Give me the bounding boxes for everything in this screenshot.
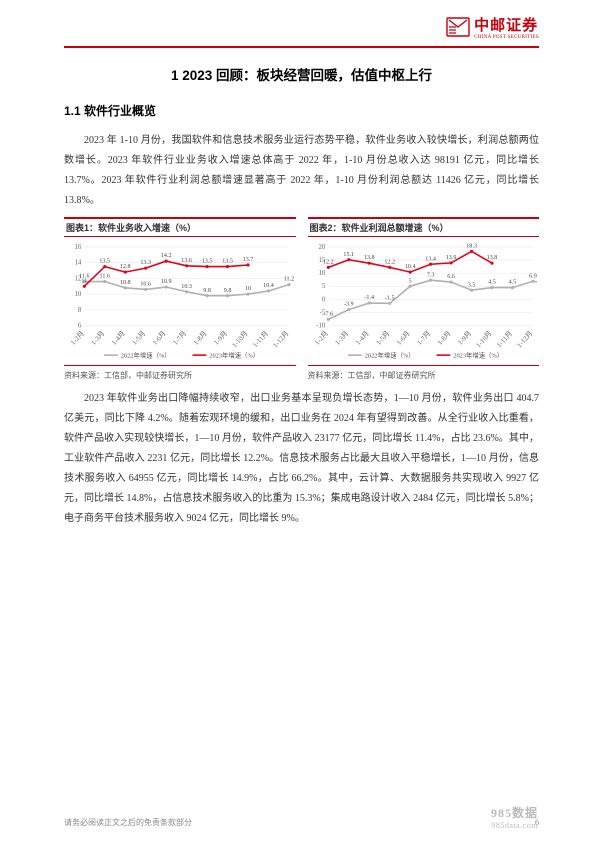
svg-text:13.3: 13.3 [140, 260, 151, 266]
svg-text:1-7月: 1-7月 [415, 329, 432, 346]
svg-text:1-2月: 1-2月 [69, 329, 86, 346]
svg-text:1-5月: 1-5月 [131, 329, 148, 346]
svg-text:10: 10 [74, 291, 81, 298]
svg-text:1-10月: 1-10月 [231, 329, 250, 349]
logo-text-cn: 中邮证券 [474, 14, 539, 35]
svg-text:11.2: 11.2 [284, 277, 294, 283]
svg-text:6: 6 [78, 323, 82, 330]
svg-text:1-10月: 1-10月 [474, 329, 493, 349]
svg-text:15.1: 15.1 [343, 252, 354, 258]
svg-text:10.8: 10.8 [120, 280, 131, 286]
svg-text:20: 20 [318, 244, 325, 251]
svg-text:2023年增速（%）: 2023年增速（%） [209, 351, 259, 360]
svg-text:13.5: 13.5 [222, 259, 233, 265]
charts-row: 图表1：软件业务收入增速（%） 68101214161-2月1-3月1-4月1-… [64, 217, 539, 381]
svg-text:13.4: 13.4 [425, 256, 436, 262]
svg-text:1-3月: 1-3月 [90, 329, 107, 346]
svg-text:10: 10 [245, 286, 251, 292]
svg-text:2023年增速（%）: 2023年增速（%） [453, 351, 503, 360]
chart-2-svg: -10-5051015201-2月1-3月1-4月1-5月1-6月1-7月1-8… [310, 241, 538, 363]
chart-2-title: 图表2：软件业利润总额增速（%） [308, 217, 540, 237]
svg-text:4.5: 4.5 [488, 280, 496, 286]
svg-text:12.2: 12.2 [384, 259, 395, 265]
paragraph-2: 2023 年软件业务出口降幅持续收窄，出口业务基本呈现负增长态势，1—10 月份… [64, 389, 539, 529]
page-content: 1 2023 回顾：板块经营回暖，估值中枢上行 1.1 软件行业概览 2023 … [64, 64, 539, 792]
svg-text:-3.9: -3.9 [343, 302, 353, 308]
svg-text:13.5: 13.5 [99, 259, 110, 265]
header-logo: 中邮证券 CHINA POST SECURITIES [446, 14, 539, 40]
svg-text:1-11月: 1-11月 [495, 329, 514, 349]
chart-2-source: 资料来源：工信部，中邮证券研究所 [308, 365, 540, 381]
svg-text:10.4: 10.4 [404, 264, 415, 270]
header-rule [64, 46, 539, 48]
svg-text:13.9: 13.9 [445, 255, 456, 261]
watermark: 985数据 985data.com [491, 804, 538, 830]
svg-text:5: 5 [321, 283, 325, 290]
svg-text:10.9: 10.9 [161, 279, 172, 285]
logo-icon [446, 16, 470, 38]
page-footer: 请务必阅读正文之后的免责条款部分 6 [64, 817, 539, 828]
subsection-title: 1.1 软件行业概览 [64, 102, 539, 119]
svg-text:11.6: 11.6 [100, 274, 110, 280]
svg-text:10: 10 [318, 270, 325, 277]
svg-text:12.2: 12.2 [322, 259, 333, 265]
svg-text:9.8: 9.8 [224, 288, 232, 294]
svg-text:1-12月: 1-12月 [271, 329, 290, 349]
svg-text:6.6: 6.6 [447, 274, 455, 280]
chart-1-title: 图表1：软件业务收入增速（%） [64, 217, 296, 237]
svg-text:-1.5: -1.5 [384, 295, 394, 301]
section-title: 1 2023 回顾：板块经营回暖，估值中枢上行 [64, 64, 539, 84]
chart-1: 图表1：软件业务收入增速（%） 68101214161-2月1-3月1-4月1-… [64, 217, 296, 381]
svg-text:1-5月: 1-5月 [374, 329, 391, 346]
svg-text:1-3月: 1-3月 [333, 329, 350, 346]
paragraph-1: 2023 年 1-10 月份，我国软件和信息技术服务业运行态势平稳，软件业务收入… [64, 131, 539, 211]
svg-text:1-6月: 1-6月 [394, 329, 411, 346]
svg-text:1-2月: 1-2月 [313, 329, 330, 346]
svg-text:-10: -10 [316, 323, 326, 330]
svg-text:-1.4: -1.4 [364, 295, 374, 301]
svg-text:9.8: 9.8 [203, 288, 211, 294]
svg-text:3.5: 3.5 [467, 282, 475, 288]
chart-1-source: 资料来源：工信部，中邮证券研究所 [64, 365, 296, 381]
logo-text-en: CHINA POST SECURITIES [474, 35, 539, 40]
svg-text:13.7: 13.7 [243, 257, 254, 263]
chart-2: 图表2：软件业利润总额增速（%） -10-5051015201-2月1-3月1-… [308, 217, 540, 381]
svg-text:13.8: 13.8 [486, 255, 497, 261]
svg-text:13.8: 13.8 [363, 255, 374, 261]
svg-text:10.6: 10.6 [140, 281, 151, 287]
watermark-main: 985数据 [491, 806, 538, 820]
svg-text:13.5: 13.5 [202, 259, 213, 265]
svg-text:-7.6: -7.6 [323, 311, 333, 317]
svg-text:1-6月: 1-6月 [151, 329, 168, 346]
svg-text:2022年增速（%）: 2022年增速（%） [121, 351, 171, 360]
svg-text:7.3: 7.3 [426, 272, 434, 278]
svg-text:11: 11 [81, 278, 87, 284]
svg-text:10.3: 10.3 [181, 284, 192, 290]
svg-text:1-12月: 1-12月 [515, 329, 534, 349]
svg-text:1-4月: 1-4月 [354, 329, 371, 346]
footer-disclaimer: 请务必阅读正文之后的免责条款部分 [64, 817, 192, 828]
svg-text:1-11月: 1-11月 [251, 329, 270, 349]
svg-text:1-4月: 1-4月 [110, 329, 127, 346]
svg-text:8: 8 [78, 307, 82, 314]
svg-text:1-7月: 1-7月 [171, 329, 188, 346]
svg-text:10.4: 10.4 [263, 283, 274, 289]
watermark-sub: 985data.com [491, 821, 538, 830]
svg-text:18.3: 18.3 [466, 243, 477, 249]
svg-text:0: 0 [321, 296, 325, 303]
svg-text:16: 16 [74, 244, 81, 251]
svg-text:1-9月: 1-9月 [212, 329, 229, 346]
svg-text:1-8月: 1-8月 [192, 329, 209, 346]
svg-text:14: 14 [74, 260, 81, 267]
chart-1-svg: 68101214161-2月1-3月1-4月1-5月1-6月1-7月1-8月1-… [66, 241, 294, 363]
svg-text:5: 5 [408, 278, 411, 284]
svg-text:13.6: 13.6 [181, 258, 192, 264]
svg-text:4.5: 4.5 [508, 280, 516, 286]
svg-text:6.9: 6.9 [529, 273, 537, 279]
svg-text:14.2: 14.2 [161, 253, 172, 259]
svg-text:1-9月: 1-9月 [456, 329, 473, 346]
svg-text:2022年增速（%）: 2022年增速（%） [364, 351, 414, 360]
svg-text:12.8: 12.8 [120, 264, 131, 270]
svg-text:1-8月: 1-8月 [435, 329, 452, 346]
